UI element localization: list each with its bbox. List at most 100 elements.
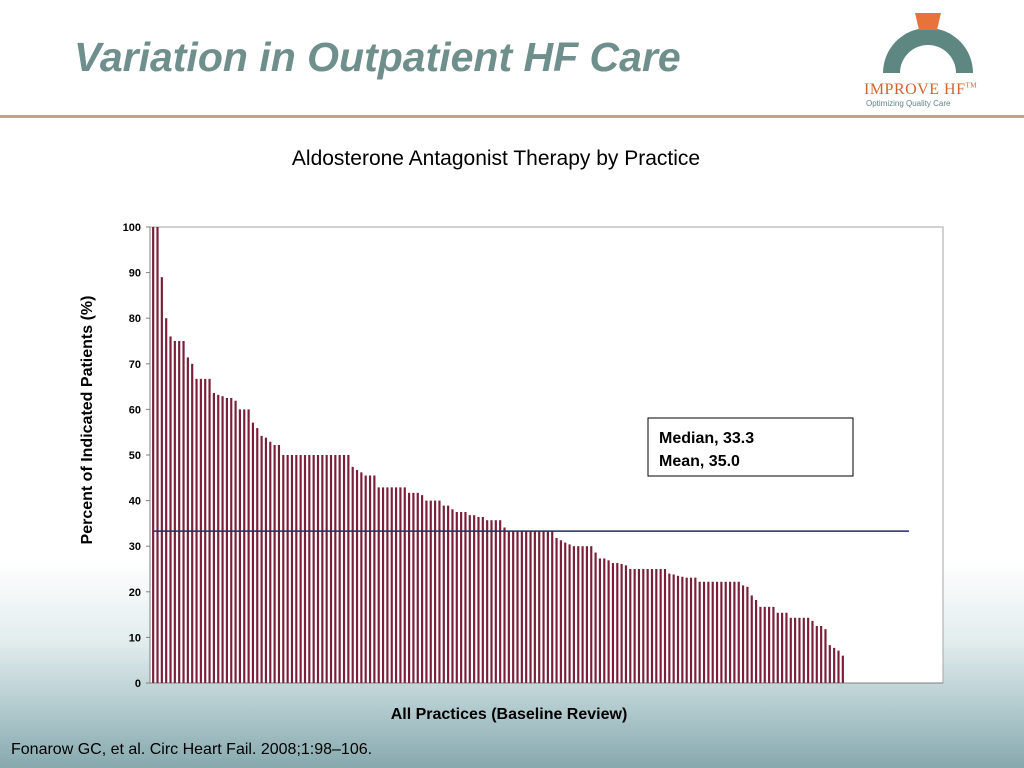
citation-text: Fonarow GC, et al. Circ Heart Fail. 2008… [11, 741, 373, 758]
bar [425, 500, 428, 683]
bar [837, 650, 840, 683]
bar [247, 409, 250, 683]
bar [238, 409, 241, 683]
bar [269, 441, 272, 683]
y-tick-label: 50 [129, 450, 141, 462]
bar [355, 470, 359, 683]
bar [529, 531, 532, 683]
x-axis-label: All Practices (Baseline Review) [391, 706, 628, 723]
bar [338, 455, 341, 683]
bar [763, 606, 766, 683]
bar [334, 455, 337, 683]
bar [698, 581, 701, 683]
bar [464, 512, 467, 683]
bar [221, 396, 224, 683]
bar [403, 487, 406, 683]
bar [390, 487, 393, 683]
bar [303, 455, 307, 683]
bar [650, 569, 654, 683]
bar [230, 398, 233, 683]
bar [676, 575, 680, 683]
bar [321, 455, 324, 683]
bar [520, 531, 523, 683]
bar [594, 552, 597, 683]
bar [243, 409, 246, 683]
bar [286, 455, 289, 683]
bar [568, 544, 571, 683]
bar [533, 531, 536, 683]
bar [590, 546, 593, 683]
bar [564, 542, 567, 683]
bar [555, 537, 558, 683]
bar [815, 626, 818, 683]
bar [646, 569, 649, 683]
bar [394, 487, 398, 683]
bar [434, 500, 437, 683]
improve-hf-logo: IMPROVE HFTM Optimizing Quality Care [858, 8, 998, 108]
bar [746, 586, 749, 683]
bar [720, 581, 723, 683]
logo-wordmark: IMPROVE HFTM [864, 81, 1004, 99]
bar [781, 612, 784, 683]
bar [807, 617, 810, 683]
bar [798, 617, 801, 683]
bar [794, 617, 797, 683]
y-tick-label: 0 [135, 678, 141, 690]
y-axis-label: Percent of Indicated Patients (%) [79, 296, 96, 545]
bar [542, 531, 545, 683]
bar [802, 617, 805, 683]
bar [377, 487, 380, 683]
bar [689, 577, 693, 683]
bar [833, 647, 836, 683]
bar [811, 620, 814, 683]
y-tick-label: 90 [129, 268, 141, 280]
bar [546, 531, 549, 683]
bar [577, 546, 580, 683]
bar [616, 563, 619, 683]
bar [828, 645, 831, 683]
bar [486, 520, 489, 683]
bar [490, 520, 493, 683]
annotation-median: Median, 33.3 [659, 430, 754, 447]
bar [351, 466, 354, 683]
bar [728, 581, 732, 683]
bar [629, 569, 632, 683]
bar [290, 455, 294, 683]
bar [611, 563, 615, 683]
y-tick-label: 40 [129, 496, 141, 508]
logo-arch-shape [883, 28, 973, 73]
bar [312, 455, 315, 683]
slide-title: Variation in Outpatient HF Care [74, 34, 681, 80]
bar [451, 509, 454, 683]
bar [755, 600, 758, 683]
bar [585, 546, 588, 683]
bar [642, 569, 645, 683]
bar [681, 576, 684, 683]
bar [416, 492, 419, 683]
title-divider [0, 115, 1024, 118]
bar [672, 574, 675, 683]
bar [364, 475, 367, 683]
bar [368, 475, 372, 683]
bar [655, 569, 658, 683]
logo-arc-icon [883, 13, 973, 73]
bar [633, 569, 636, 683]
y-axis-ticks: 0 10 20 30 40 50 60 70 80 90 100 [123, 222, 150, 690]
bar [572, 546, 575, 683]
bar [759, 606, 762, 683]
bar [295, 455, 298, 683]
bar [260, 435, 263, 683]
bar [481, 517, 484, 683]
bar [637, 569, 641, 683]
bar [503, 527, 506, 683]
bar [659, 569, 662, 683]
y-tick-label: 10 [129, 632, 141, 644]
bar [499, 520, 502, 683]
bar-chart: Aldosterone Antagonist Therapy by Practi… [79, 147, 944, 723]
bar [750, 595, 753, 683]
bar [711, 581, 714, 683]
logo-word-improve: IMPROVE [864, 81, 940, 98]
bar [694, 577, 697, 683]
bar [741, 585, 745, 683]
bar [477, 517, 480, 683]
